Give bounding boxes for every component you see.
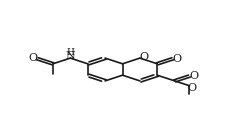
Text: O: O	[173, 54, 182, 64]
Text: N: N	[66, 51, 75, 61]
Text: O: O	[28, 53, 37, 63]
Text: O: O	[189, 71, 198, 81]
Text: O: O	[188, 83, 197, 93]
Text: H: H	[66, 48, 74, 57]
Text: O: O	[140, 52, 149, 62]
